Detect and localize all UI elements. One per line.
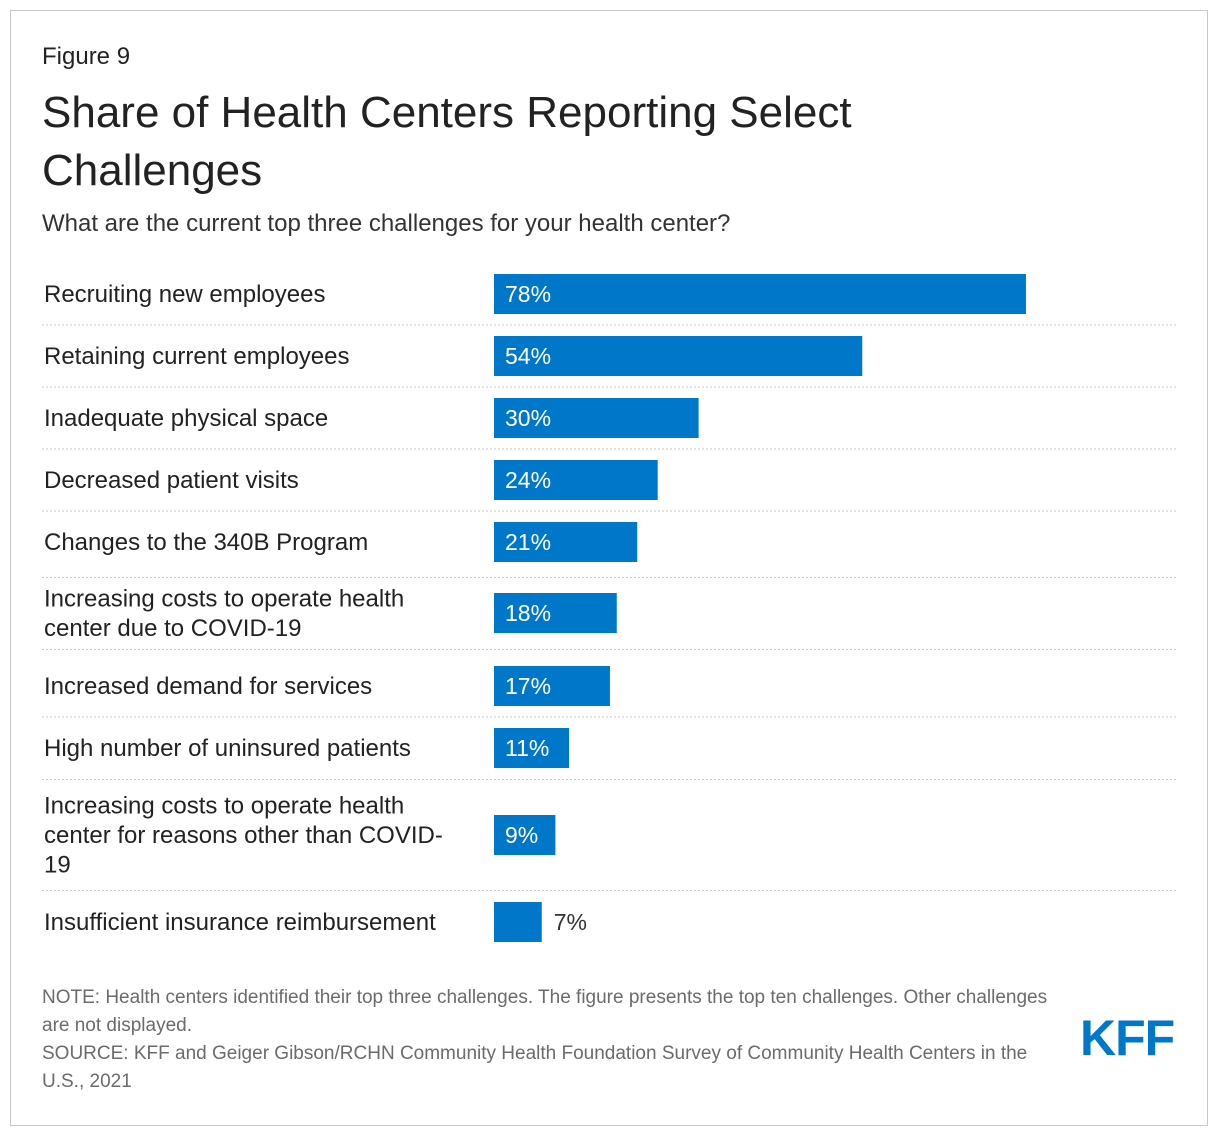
category-label-line: Insufficient insurance reimbursement: [44, 909, 436, 936]
category-label-line: 19: [44, 852, 71, 879]
category-label-line: Increasing costs to operate health: [44, 793, 404, 820]
bar: [494, 593, 617, 633]
category-label: Decreased patient visits: [44, 467, 299, 494]
kff-logo: KFF: [1080, 1010, 1175, 1066]
bar: [494, 666, 610, 706]
data-label: 9%: [505, 822, 538, 848]
category-label: Recruiting new employees: [44, 281, 325, 308]
category-label-line: Decreased patient visits: [44, 467, 299, 494]
data-label: 78%: [505, 281, 551, 307]
bar: [494, 274, 1026, 314]
category-label-line: Increasing costs to operate health: [44, 585, 404, 612]
data-label: 21%: [505, 529, 551, 555]
category-label: Inadequate physical space: [44, 405, 328, 432]
category-label-line: Inadequate physical space: [44, 405, 328, 432]
chart-notes: NOTE: Health centers identified their to…: [42, 984, 1052, 1096]
category-label-line: Increased demand for services: [44, 673, 372, 700]
category-label-line: Recruiting new employees: [44, 281, 325, 308]
data-label: 54%: [505, 343, 551, 369]
category-label: Retaining current employees: [44, 343, 350, 370]
category-label: Insufficient insurance reimbursement: [44, 909, 436, 936]
note-text: NOTE: Health centers identified their to…: [42, 987, 1048, 1036]
category-label: Changes to the 340B Program: [44, 529, 368, 556]
bar: [494, 460, 658, 500]
bar: [494, 398, 699, 438]
category-label: Increased demand for services: [44, 673, 372, 700]
data-label: 30%: [505, 405, 551, 431]
category-label-line: Retaining current employees: [44, 343, 350, 370]
bar: [494, 522, 638, 562]
data-label: 11%: [505, 735, 549, 761]
figure-frame: [10, 10, 1208, 1126]
data-label: 18%: [505, 600, 551, 626]
chart-subtitle: What are the current top three challenge…: [42, 210, 731, 237]
bar: [494, 902, 542, 942]
source-text: SOURCE: KFF and Geiger Gibson/RCHN Commu…: [42, 1043, 1028, 1092]
category-label: Increasing costs to operate health center…: [44, 585, 404, 642]
category-label: Increasing costs to operate health center…: [44, 793, 443, 879]
category-label-line: High number of uninsured patients: [44, 735, 411, 762]
bar: [494, 336, 863, 376]
chart-title: Share of Health Centers Reporting Select…: [42, 88, 852, 195]
bar: [494, 728, 570, 768]
data-label: 17%: [505, 673, 551, 699]
category-label-line: center for reasons other than COVID-: [44, 822, 443, 849]
bar: [494, 815, 556, 855]
data-label: 7%: [554, 909, 587, 935]
category-label-line: center due to COVID-19: [44, 615, 301, 642]
category-label-line: Changes to the 340B Program: [44, 529, 368, 556]
category-label: High number of uninsured patients: [44, 735, 411, 762]
figure-label: Figure 9: [42, 43, 131, 70]
data-label: 24%: [505, 467, 551, 493]
